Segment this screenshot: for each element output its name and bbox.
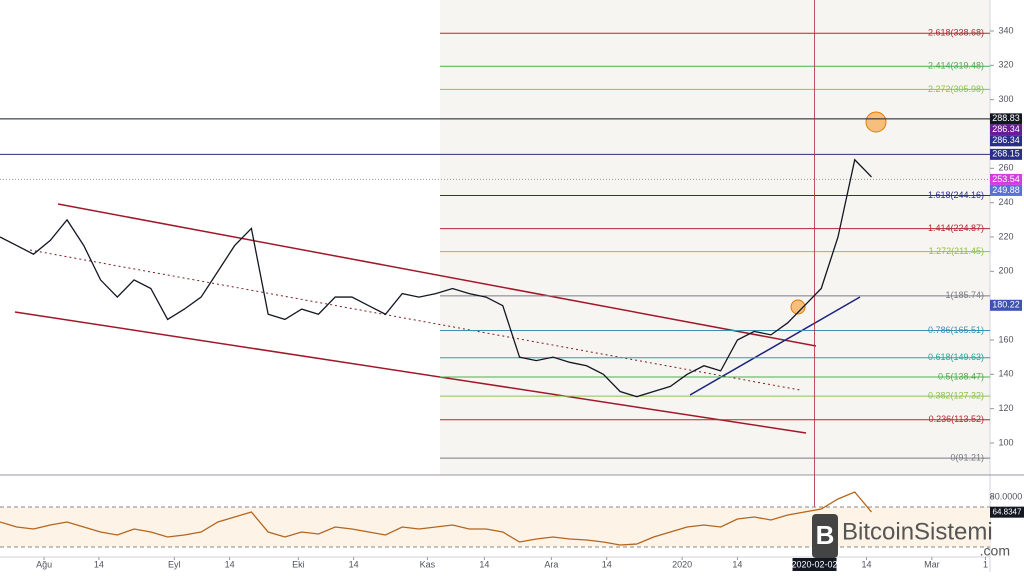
fib-label: 0.786(165.51) xyxy=(928,325,984,335)
watermark-sub: .com xyxy=(980,543,1010,559)
x-tick-label: 2020 xyxy=(672,559,692,569)
channel-mid xyxy=(29,249,801,391)
x-tick-label: Ağu xyxy=(36,559,52,569)
price-tag xyxy=(990,135,1022,147)
price-tag xyxy=(990,124,1022,136)
price-tag xyxy=(990,173,1022,185)
y-tick-label: 120 xyxy=(998,403,1013,413)
price-tag-label: 253.54 xyxy=(992,174,1020,184)
channel-upper xyxy=(57,203,817,347)
x-tick-label: 14 xyxy=(861,559,871,569)
watermark-logo xyxy=(812,514,838,558)
channel-lower xyxy=(14,311,807,434)
watermark-text: BitcoinSistemi xyxy=(842,518,993,545)
price-tag-label: 286.34 xyxy=(992,135,1020,145)
rsi-line xyxy=(0,491,873,546)
rsi-tag-label: 64.8347 xyxy=(993,507,1022,516)
fib-label: 0.382(127.32) xyxy=(928,390,984,400)
y-tick-label: 220 xyxy=(998,231,1013,241)
fib-label: 0.236(113.52) xyxy=(929,414,984,424)
y-tick-label: 100 xyxy=(998,437,1013,447)
price-tag-label: 268.15 xyxy=(992,149,1020,159)
fib-label: 1(185.74) xyxy=(945,290,984,300)
y-tick-label: 160 xyxy=(998,334,1013,344)
watermark-logo-letter: B xyxy=(816,520,835,550)
price-tag-label: 180.22 xyxy=(992,300,1020,310)
price-tag xyxy=(990,184,1022,196)
y-tick-label: 340 xyxy=(998,25,1013,35)
fib-label: 0.618(149.63) xyxy=(928,352,984,362)
rsi-tick-label: 80.0000 xyxy=(990,491,1023,501)
y-tick-label: 300 xyxy=(998,94,1013,104)
y-tick-label: 240 xyxy=(998,197,1013,207)
trend-line xyxy=(689,296,861,396)
x-tick-label: 14 xyxy=(602,559,612,569)
fib-background xyxy=(440,0,990,475)
x-tick-label: Eyl xyxy=(168,559,181,569)
x-tick-label: Mar xyxy=(924,559,940,569)
x-tick-label: 1 xyxy=(983,559,988,569)
price-tag xyxy=(990,148,1022,160)
y-tick-label: 260 xyxy=(998,163,1013,173)
price-tag xyxy=(990,299,1022,311)
peak-marker xyxy=(865,111,887,133)
x-tick-label: 14 xyxy=(479,559,489,569)
fib-label: 0.5(138.47) xyxy=(938,371,984,381)
x-tick-label: Eki xyxy=(292,559,305,569)
rsi-tag xyxy=(990,506,1024,518)
y-tick-label: 200 xyxy=(998,266,1013,276)
price-line xyxy=(0,158,872,398)
x-tick-label: 14 xyxy=(94,559,104,569)
fib-label: 2.618(338.68) xyxy=(928,28,984,38)
crosshair-label: 2020-02-02 xyxy=(792,559,838,569)
x-tick-label: 14 xyxy=(732,559,742,569)
fib-label: 0(91.21) xyxy=(950,452,984,462)
fib-label: 1.618(244.16) xyxy=(928,190,984,200)
price-tag xyxy=(990,113,1022,125)
y-tick-label: 320 xyxy=(998,60,1013,70)
fib-label: 2.414(319.48) xyxy=(928,61,984,71)
fib-label: 1.272(211.45) xyxy=(929,246,984,256)
x-tick-label: 14 xyxy=(225,559,235,569)
crosshair-tag xyxy=(792,558,837,571)
watermark: B BitcoinSistemi .com xyxy=(812,514,1010,559)
price-tag-label: 249.88 xyxy=(992,185,1020,195)
breakout-marker xyxy=(790,299,806,315)
fib-label: 2.272(305.98) xyxy=(928,84,984,94)
x-tick-label: Kas xyxy=(420,559,436,569)
price-tag-label: 286.34 xyxy=(992,124,1020,134)
x-tick-label: Ara xyxy=(544,559,558,569)
x-tick-label: 14 xyxy=(349,559,359,569)
price-tag-label: 288.83 xyxy=(992,113,1020,123)
y-tick-label: 140 xyxy=(998,369,1013,379)
fib-label: 1.414(224.87) xyxy=(928,223,984,233)
